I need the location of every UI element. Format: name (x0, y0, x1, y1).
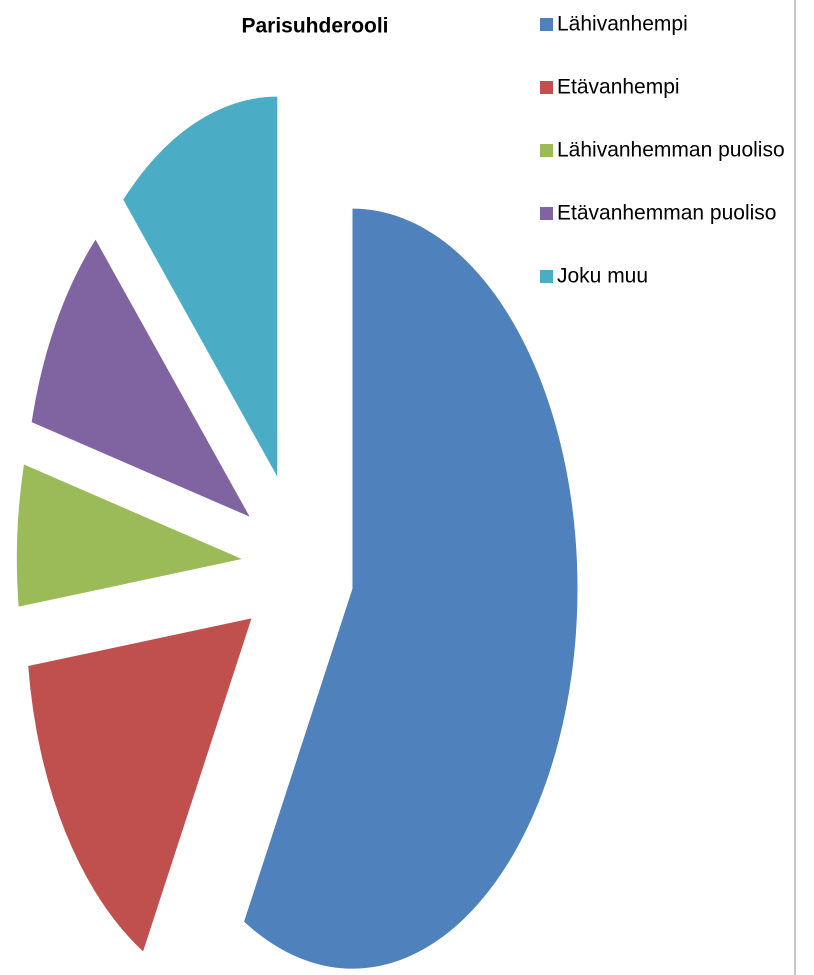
legend-label: Lähivanhempi (557, 13, 688, 36)
pie-slice (28, 618, 252, 952)
legend-swatch (540, 18, 553, 31)
legend-swatch (540, 270, 553, 283)
legend-swatch (540, 207, 553, 220)
chart-title: Parisuhderooli (241, 15, 388, 38)
legend-label: Etävanhemman puoliso (557, 202, 776, 225)
pie-slice (16, 464, 242, 607)
legend-label: Etävanhempi (557, 76, 680, 99)
pie-slice (31, 239, 250, 517)
legend-label: Lähivanhemman puoliso (557, 139, 785, 162)
legend-swatch (540, 81, 553, 94)
legend-label: Joku muu (557, 265, 648, 288)
legend-swatch (540, 144, 553, 157)
pie-slice (123, 96, 278, 477)
pie-slice (244, 208, 578, 969)
